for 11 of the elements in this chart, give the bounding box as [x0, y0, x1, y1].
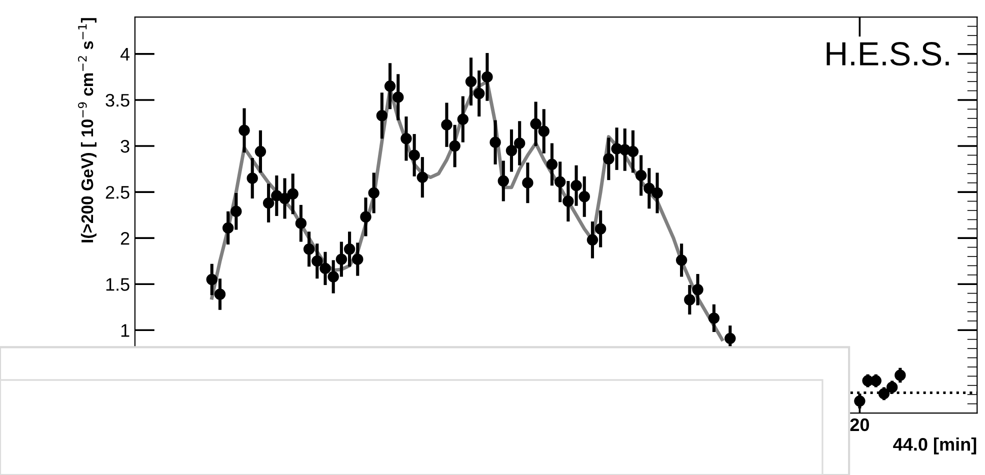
y-tick-label: 2.5: [106, 186, 130, 199]
x-tick-label: 20: [850, 418, 870, 432]
annotation: H.E.S.S.: [826, 42, 949, 66]
y-tick-label: 2: [120, 232, 130, 245]
y-tick-label: 4: [120, 48, 130, 60]
y-tick-label: 1.5: [106, 278, 130, 291]
y-tick-label: 1: [121, 324, 130, 337]
y-tick-label: 3.5: [106, 94, 130, 107]
x-axis-title: 44.0 [min]: [893, 437, 976, 454]
y-tick-label: 3: [120, 140, 130, 153]
y-axis-title: I(>200 GeV) [ 10$^{−9}$ cm$^{−2}$ s$^{−1}$]: [78, 18, 96, 242]
